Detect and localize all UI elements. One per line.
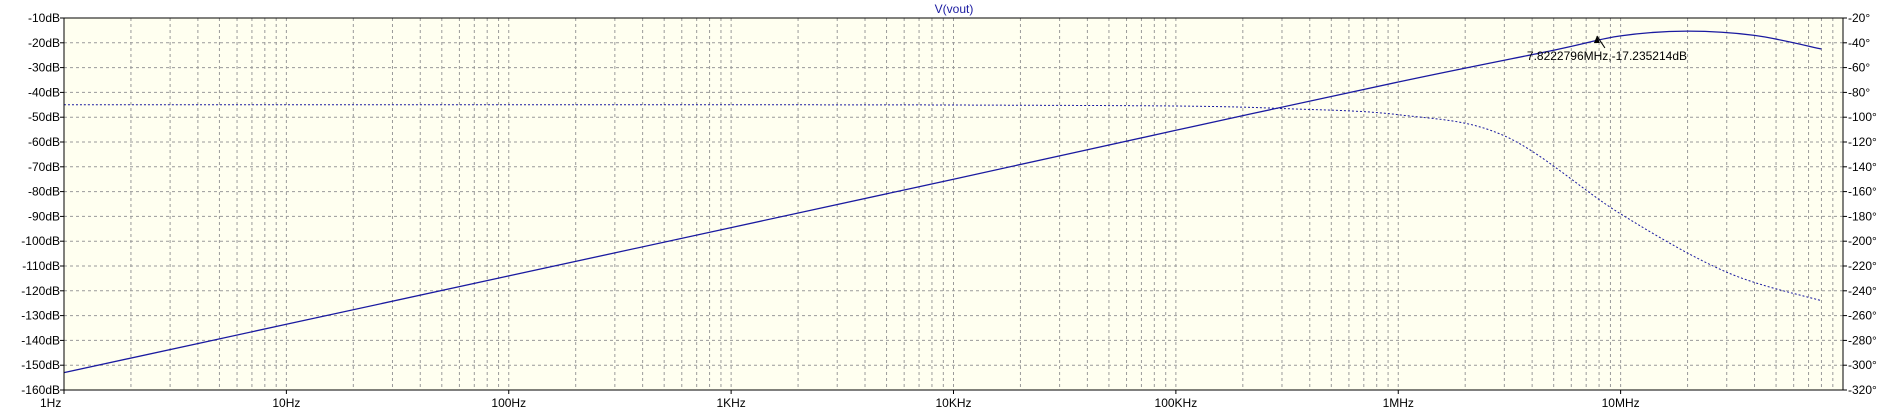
y-left-tick-label: -10dB bbox=[28, 11, 60, 25]
x-tick-label: 10KHz bbox=[935, 396, 971, 410]
y-right-tick-label: -20° bbox=[1848, 11, 1870, 25]
y-left-tick-label: -60dB bbox=[28, 135, 60, 149]
y-left-tick-label: -100dB bbox=[21, 234, 60, 248]
y-left-tick-label: -80dB bbox=[28, 185, 60, 199]
x-tick-label: 100KHz bbox=[1155, 396, 1198, 410]
cursor-arrow-line bbox=[1596, 35, 1606, 49]
y-right-tick-label: -240° bbox=[1848, 284, 1877, 298]
x-tick-label: 10MHz bbox=[1602, 396, 1640, 410]
y-right-tick-label: -200° bbox=[1848, 234, 1877, 248]
y-left-tick-label: -40dB bbox=[28, 85, 60, 99]
y-right-tick-label: -100° bbox=[1848, 110, 1877, 124]
y-left-tick-label: -160dB bbox=[21, 383, 60, 397]
y-left-tick-label: -150dB bbox=[21, 358, 60, 372]
y-right-tick-label: -160° bbox=[1848, 185, 1877, 199]
x-tick-label: 1KHz bbox=[716, 396, 745, 410]
y-left-tick-label: -140dB bbox=[21, 333, 60, 347]
y-left-tick-label: -70dB bbox=[28, 160, 60, 174]
cursor-annotation[interactable]: 7.8222796MHz,-17.235214dB bbox=[1527, 35, 1687, 63]
phase-trace bbox=[64, 104, 1822, 302]
x-tick-label: 1MHz bbox=[1383, 396, 1414, 410]
chart-title: V(vout) bbox=[935, 2, 974, 16]
y-right-tick-label: -280° bbox=[1848, 333, 1877, 347]
x-tick-label: 1Hz bbox=[40, 396, 61, 410]
y-right-tick-label: -140° bbox=[1848, 160, 1877, 174]
cursor-arrow-head bbox=[1593, 35, 1600, 43]
y-right-tick-label: -80° bbox=[1848, 85, 1870, 99]
y-right-tick-label: -300° bbox=[1848, 358, 1877, 372]
y-right-tick-label: -40° bbox=[1848, 36, 1870, 50]
y-left-tick-label: -130dB bbox=[21, 309, 60, 323]
y-right-tick-label: -120° bbox=[1848, 135, 1877, 149]
y-left-tick-label: -30dB bbox=[28, 61, 60, 75]
y-right-tick-label: -260° bbox=[1848, 309, 1877, 323]
y-left-tick-label: -20dB bbox=[28, 36, 60, 50]
y-left-tick-label: -90dB bbox=[28, 209, 60, 223]
y-left-tick-label: -110dB bbox=[22, 259, 60, 273]
y-right-tick-label: -320° bbox=[1848, 383, 1877, 397]
y-right-tick-label: -220° bbox=[1848, 259, 1877, 273]
x-tick-label: 10Hz bbox=[272, 396, 300, 410]
grid bbox=[64, 18, 1843, 390]
y-right-tick-label: -60° bbox=[1848, 61, 1870, 75]
magnitude-trace bbox=[63, 30, 1822, 374]
x-tick-label: 100Hz bbox=[491, 396, 526, 410]
y-left-tick-label: -120dB bbox=[21, 284, 60, 298]
y-left-tick-label: -50dB bbox=[28, 110, 60, 124]
tick-labels: -10dB -20dB -30dB -40dB -50dB -60dB -70dB -80dB… bbox=[21, 11, 1877, 410]
cursor-readout: 7.8222796MHz,-17.235214dB bbox=[1527, 49, 1687, 63]
y-right-tick-label: -180° bbox=[1848, 209, 1877, 223]
series-layer bbox=[63, 30, 1822, 374]
